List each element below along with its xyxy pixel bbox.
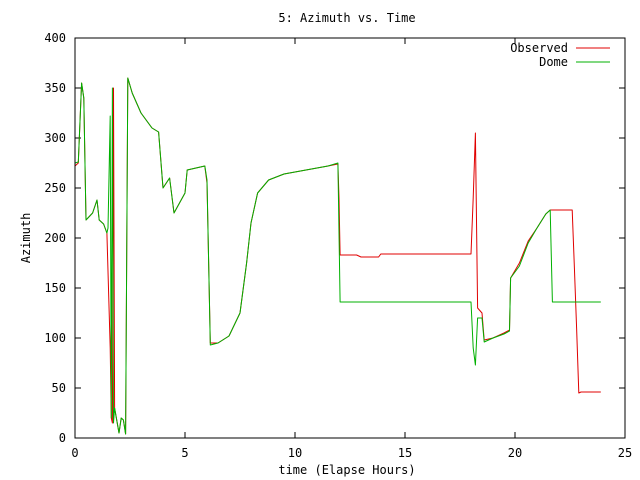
series-line-dome [74, 77, 601, 435]
x-tick-label: 20 [508, 446, 522, 460]
chart-title: 5: Azimuth vs. Time [278, 11, 415, 25]
y-tick-label: 0 [59, 431, 66, 445]
series-layer [74, 77, 601, 435]
x-axis-label: time (Elapse Hours) [278, 463, 415, 477]
x-tick-label: 5 [181, 446, 188, 460]
legend: Observed Dome [510, 41, 610, 69]
y-tick-label: 400 [44, 31, 66, 45]
x-tick-label: 25 [618, 446, 632, 460]
y-tick-label: 150 [44, 281, 66, 295]
y-tick-label: 250 [44, 181, 66, 195]
y-axis-label: Azimuth [19, 213, 33, 264]
legend-label-dome: Dome [539, 55, 568, 69]
x-tick-label: 0 [71, 446, 78, 460]
y-tick-label: 350 [44, 81, 66, 95]
y-tick-label: 200 [44, 231, 66, 245]
x-tick-label: 10 [288, 446, 302, 460]
legend-label-observed: Observed [510, 41, 568, 55]
x-tick-label: 15 [398, 446, 412, 460]
y-tick-label: 100 [44, 331, 66, 345]
y-tick-label: 50 [52, 381, 66, 395]
y-tick-label: 300 [44, 131, 66, 145]
plot-frame [74, 37, 626, 439]
